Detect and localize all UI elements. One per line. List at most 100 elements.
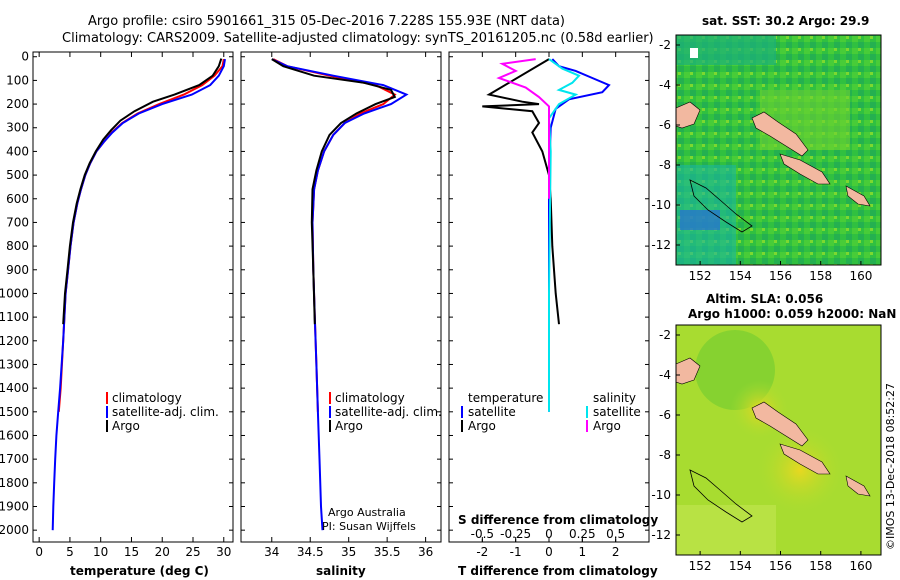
series-line-climatology bbox=[272, 58, 397, 412]
land-island-1 bbox=[751, 111, 809, 157]
map-x-tick-label: 154 bbox=[729, 559, 752, 573]
x-tick-label: 20 bbox=[155, 545, 170, 559]
sst-map: sat. SST: 30.2 Argo: 29.9 152 154 156 158 16… bbox=[651, 14, 882, 283]
x-tick-label: 0 bbox=[35, 545, 43, 559]
x-tick-label: 2 bbox=[612, 545, 620, 559]
x-tick-label: 10 bbox=[93, 545, 108, 559]
x-tick-label: 36 bbox=[418, 545, 433, 559]
y-tick-label: 1600 bbox=[0, 428, 29, 442]
x-tick-label: 34 bbox=[264, 545, 279, 559]
y-tick-label: 1400 bbox=[0, 381, 29, 395]
difference-panel: -2 -1 0 1 2 -0.5 -0.25 0 0.25 0.5 T difference fr… bbox=[448, 51, 658, 578]
series-line-satellite-adj-clim- bbox=[271, 58, 409, 531]
x-tick-label: 5 bbox=[66, 545, 74, 559]
map-x-tick-label: 160 bbox=[849, 559, 872, 573]
map-y-tick-label: -4 bbox=[659, 78, 671, 92]
y-tick-label: 2000 bbox=[0, 523, 29, 537]
y-tick-label: 1200 bbox=[0, 334, 29, 348]
sst-map-axes: 152 154 156 158 160 -2 -4 -6 -8 -10 -12 bbox=[651, 38, 872, 283]
series-line-argo bbox=[271, 58, 397, 325]
map-x-tick-label: 152 bbox=[689, 269, 712, 283]
land-island-1 bbox=[751, 401, 809, 447]
temperature-panel-frame bbox=[32, 51, 234, 543]
x2-tick-label: -0.5 bbox=[471, 527, 494, 541]
legend-title-temperature: temperature bbox=[468, 391, 543, 405]
x2-tick-label: -0.25 bbox=[500, 527, 531, 541]
series-line-satellite-adj-clim- bbox=[51, 58, 226, 531]
imos-credit: ©IMOS 13-Dec-2018 08:52:27 bbox=[884, 383, 897, 550]
x-tick-label: -1 bbox=[510, 545, 522, 559]
map-x-tick-label: 156 bbox=[769, 559, 792, 573]
y-tick-label: 1500 bbox=[0, 405, 29, 419]
y-tick-label: 900 bbox=[6, 263, 29, 277]
map-y-tick-label: -10 bbox=[651, 198, 671, 212]
map-x-tick-label: 152 bbox=[689, 559, 712, 573]
x-tick-label: 34.5 bbox=[297, 545, 324, 559]
x-tick-label: 35.5 bbox=[374, 545, 401, 559]
difference-legend: temperature satellite Argo salinity sate… bbox=[461, 391, 641, 433]
salinity-panel-frame bbox=[240, 51, 442, 543]
map-y-tick-label: -4 bbox=[659, 368, 671, 382]
y-tick-label: 1100 bbox=[0, 310, 29, 324]
map-y-tick-label: -2 bbox=[659, 38, 671, 52]
y-tick-label: 1300 bbox=[0, 357, 29, 371]
temperature-xlabel: temperature (deg C) bbox=[70, 564, 209, 578]
y-tick-label: 100 bbox=[6, 73, 29, 87]
y-tick-label: 700 bbox=[6, 215, 29, 229]
legend-label-argo: Argo bbox=[112, 419, 140, 433]
land-island-2 bbox=[779, 153, 831, 185]
legend-label-s-argo: Argo bbox=[593, 419, 621, 433]
salinity-panel: 34 34.5 35 35.5 36 salinity climatology sate… bbox=[240, 51, 442, 578]
coastline bbox=[689, 469, 753, 523]
x-tick-label: 1 bbox=[579, 545, 587, 559]
x-tick-label: 35 bbox=[341, 545, 356, 559]
y-tick-label: 800 bbox=[6, 239, 29, 253]
legend-title-salinity: salinity bbox=[593, 391, 636, 405]
sst-missing-data bbox=[690, 48, 698, 58]
temperature-axes: 0100200300400500600700800900100011001200… bbox=[0, 50, 233, 559]
legend-label-climatology: climatology bbox=[335, 391, 405, 405]
x2-tick-label: 0.5 bbox=[606, 527, 625, 541]
sla-map: Altim. SLA: 0.056 Argo h1000: 0.059 h200… bbox=[651, 292, 896, 573]
temperature-series bbox=[51, 58, 226, 531]
y-tick-label: 1800 bbox=[0, 476, 29, 490]
map-y-tick-label: -8 bbox=[659, 448, 671, 462]
difference-axes: -2 -1 0 1 2 -0.5 -0.25 0 0.25 0.5 bbox=[449, 52, 649, 559]
sla-map-axes: 152 154 156 158 160 -2 -4 -6 -8 -10 -12 bbox=[651, 328, 872, 573]
map-x-tick-label: 160 bbox=[849, 269, 872, 283]
y-tick-label: 1000 bbox=[0, 286, 29, 300]
y-tick-label: 400 bbox=[6, 144, 29, 158]
sst-cold-patch bbox=[680, 210, 720, 230]
land-island-2 bbox=[779, 443, 831, 475]
x2-tick-label: 0 bbox=[545, 527, 553, 541]
x-tick-label: 30 bbox=[216, 545, 231, 559]
legend-label-climatology: climatology bbox=[112, 391, 182, 405]
legend-label-argo: Argo bbox=[335, 419, 363, 433]
x-tick-label: 25 bbox=[185, 545, 200, 559]
series-line-t-satellite bbox=[548, 58, 611, 412]
temperature-legend: climatology satellite-adj. clim. Argo bbox=[106, 391, 219, 433]
map-x-tick-label: 154 bbox=[729, 269, 752, 283]
sla-map-title-1: Altim. SLA: 0.056 bbox=[706, 292, 823, 306]
map-y-tick-label: -12 bbox=[651, 238, 671, 252]
series-line-t-argo bbox=[482, 58, 560, 325]
salinity-legend: climatology satellite-adj. clim. Argo bbox=[329, 391, 442, 433]
sst-map-title: sat. SST: 30.2 Argo: 29.9 bbox=[702, 14, 869, 28]
map-x-tick-label: 158 bbox=[809, 559, 832, 573]
map-x-tick-label: 156 bbox=[769, 269, 792, 283]
x-tick-label: 15 bbox=[124, 545, 139, 559]
credit-argo-australia: Argo Australia bbox=[328, 506, 406, 519]
map-y-tick-label: -6 bbox=[659, 408, 671, 422]
legend-label-satellite: satellite-adj. clim. bbox=[112, 405, 219, 419]
credit-pi: PI: Susan Wijffels bbox=[322, 520, 416, 533]
map-y-tick-label: -6 bbox=[659, 118, 671, 132]
difference-series bbox=[482, 58, 611, 412]
map-x-tick-label: 158 bbox=[809, 269, 832, 283]
salinity-xlabel: salinity bbox=[316, 564, 366, 578]
sla-map-frame bbox=[675, 324, 882, 556]
land-island-3 bbox=[845, 185, 871, 207]
legend-label-t-satellite: satellite bbox=[468, 405, 516, 419]
map-y-tick-label: -2 bbox=[659, 328, 671, 342]
y-tick-label: 1900 bbox=[0, 499, 29, 513]
